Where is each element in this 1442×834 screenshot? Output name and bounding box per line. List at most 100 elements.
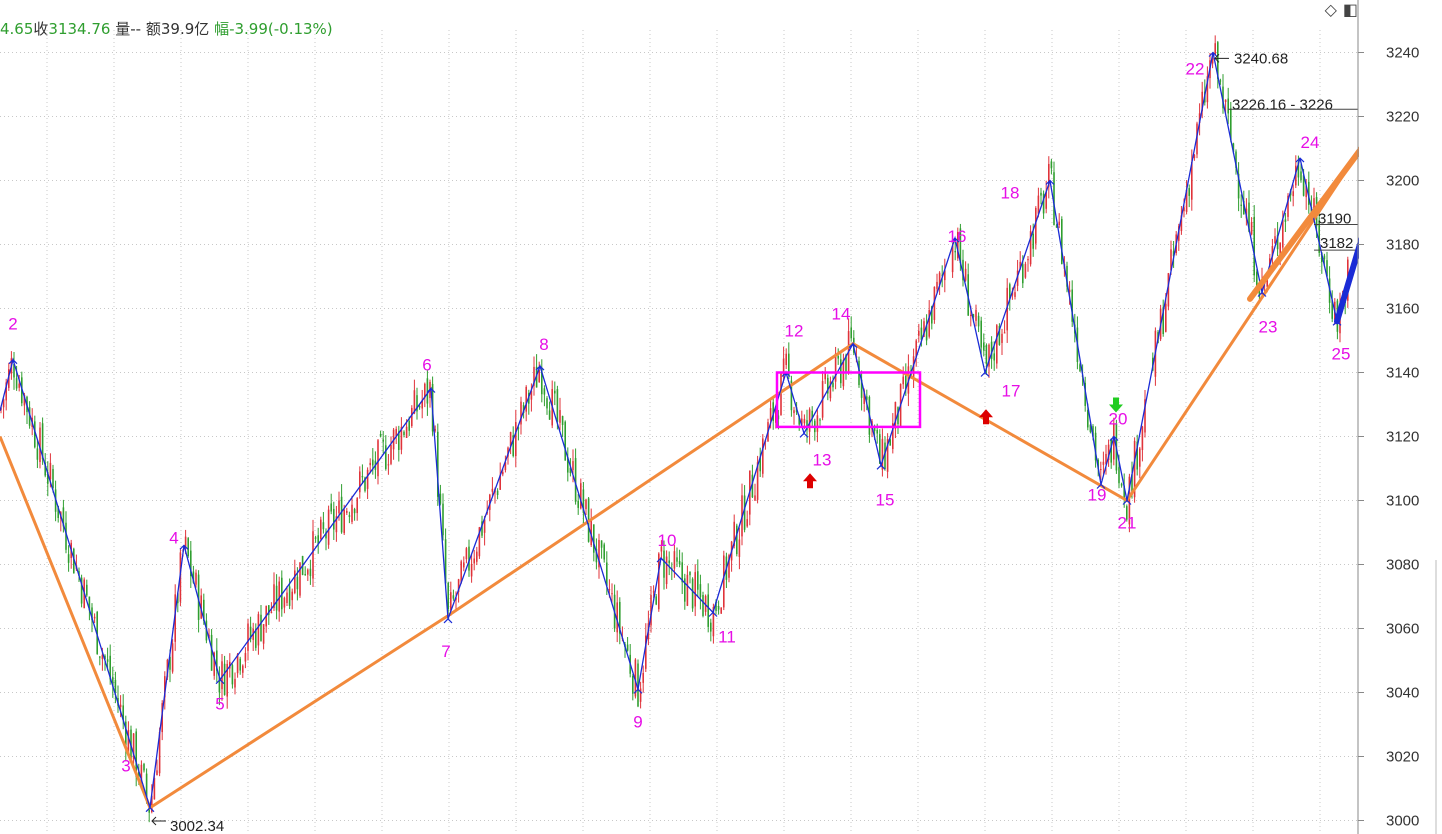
candle-body (936, 282, 938, 289)
candle-body (16, 378, 18, 388)
candle-body (1292, 191, 1294, 196)
candle-body (1139, 448, 1141, 466)
candle-body (385, 445, 387, 469)
candle-body (1025, 264, 1027, 278)
wave-label-9: 9 (633, 712, 642, 731)
candle-body (312, 531, 314, 578)
candle-body (239, 659, 241, 671)
candle-body (466, 548, 468, 559)
wave-label-7: 7 (441, 642, 450, 661)
candle-body (1282, 220, 1284, 248)
candle-body (663, 551, 665, 578)
wave-label-24: 24 (1301, 133, 1320, 152)
candle-body (627, 645, 629, 651)
candle-body (965, 269, 967, 281)
candle-body (824, 373, 826, 379)
wave-label-5: 5 (215, 695, 224, 714)
candle-body (369, 463, 371, 465)
candle-body (572, 461, 574, 470)
candle-body (1227, 99, 1229, 114)
candle-body (718, 606, 720, 610)
candle-body (1014, 292, 1016, 297)
candle-body (1214, 43, 1216, 54)
candle-body (882, 439, 884, 470)
candle-body (502, 472, 504, 474)
candle-body (577, 501, 579, 508)
candle-body (289, 586, 291, 605)
candle-body (310, 569, 312, 576)
candle-body (341, 497, 343, 533)
wave-label-19: 19 (1088, 486, 1107, 505)
wave-label-14: 14 (832, 305, 851, 324)
candle-body (736, 526, 738, 554)
candle-body (1038, 196, 1040, 214)
candle-body (195, 573, 197, 585)
y-tick-label: 3080 (1386, 557, 1419, 574)
candle-body (107, 659, 109, 661)
candle-body (746, 519, 748, 526)
candle-body (372, 460, 374, 466)
candle-body (406, 427, 408, 438)
candle-body (463, 562, 465, 567)
candle-body (689, 572, 691, 575)
candle-body (632, 676, 634, 694)
candle-body (380, 434, 382, 437)
buy-signal-arrow (803, 473, 817, 488)
candle-body (297, 577, 299, 590)
candle-body (1240, 205, 1242, 206)
candle-body (819, 420, 821, 421)
candle-body (1253, 217, 1255, 275)
candle-body (954, 251, 956, 252)
wave-label-13: 13 (813, 450, 832, 469)
candle-body (804, 419, 806, 423)
candle-body (1251, 222, 1253, 234)
price-annotations: 3002.343240.683226.16 - 322631903182 (152, 50, 1358, 834)
annotation-arrow (1215, 54, 1229, 62)
candle-body (338, 500, 340, 513)
candle-body (525, 387, 527, 412)
candle-body (1220, 80, 1222, 81)
candle-body (593, 524, 595, 552)
wave-label-20: 20 (1109, 410, 1128, 429)
candle-body (307, 570, 309, 575)
candle-body (564, 422, 566, 461)
candle-body (37, 448, 39, 459)
candle-body (304, 574, 306, 575)
wave-label-25: 25 (1332, 344, 1351, 363)
trend-line-series (0, 123, 1378, 808)
candle-body (986, 345, 988, 364)
candle-body (450, 592, 452, 610)
candle-body (723, 555, 725, 607)
candle-body (1103, 462, 1105, 465)
annotation-label: 3190 (1318, 211, 1351, 228)
grid-lines (0, 30, 1358, 834)
candle-body (143, 764, 145, 771)
candle-body (674, 551, 676, 568)
candle-body (658, 554, 660, 610)
candle-body (975, 310, 977, 321)
candle-body (700, 584, 702, 597)
candle-body (1058, 222, 1060, 225)
candle-body (687, 575, 689, 606)
y-tick-label: 3040 (1386, 685, 1419, 702)
candle-body (918, 331, 920, 336)
candle-body (242, 666, 244, 673)
candle-body (554, 391, 556, 394)
candle-body (172, 643, 174, 671)
candle-body (702, 595, 704, 616)
y-tick-label: 3100 (1386, 493, 1419, 510)
candle-body (559, 410, 561, 423)
candle-body (263, 624, 265, 644)
candle-body (346, 511, 348, 513)
y-tick-label: 3060 (1386, 621, 1419, 638)
candle-body (832, 383, 834, 387)
candle-body (1188, 188, 1190, 196)
candle-body (390, 445, 392, 464)
candle-body (442, 504, 444, 536)
candle-body (408, 421, 410, 431)
candlestick-series (0, 35, 1348, 822)
candle-body (562, 416, 564, 425)
candle-body (603, 544, 605, 559)
candle-body (544, 388, 546, 394)
